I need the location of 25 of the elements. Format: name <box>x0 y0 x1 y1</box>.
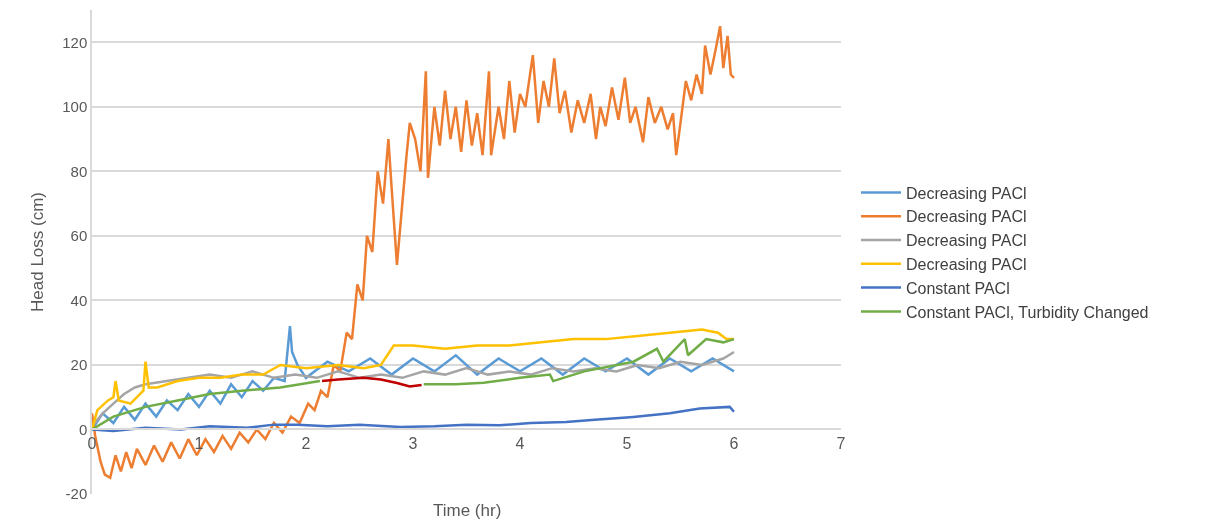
x-tick-label: 7 <box>836 435 846 453</box>
legend-label: Constant PACl, Turbidity Changed <box>905 303 1149 321</box>
line-series <box>320 376 423 388</box>
y-tick-label: 100 <box>62 98 88 116</box>
x-tick-label: 2 <box>301 435 311 453</box>
y-tick-label: 20 <box>70 356 88 374</box>
legend-label: Decreasing PACl <box>905 232 1027 250</box>
x-tick-label: 6 <box>729 435 739 453</box>
legend-label: Decreasing PACl <box>905 208 1027 226</box>
y-tick-label: 0 <box>78 420 88 438</box>
y-axis-title: Head Loss (cm) <box>28 192 48 312</box>
y-tick-label: 40 <box>70 291 88 309</box>
legend-label: Decreasing PACl <box>905 184 1027 202</box>
y-tick-label: -20 <box>65 485 88 503</box>
legend-label: Constant PACl <box>905 279 1010 297</box>
x-tick-label: 5 <box>622 435 632 453</box>
line-series <box>92 405 736 433</box>
x-axis-title: Time (hr) <box>433 501 502 520</box>
y-tick-label: 60 <box>70 227 88 245</box>
y-tick-label: 120 <box>62 33 88 51</box>
x-tick-label: 3 <box>408 435 418 453</box>
x-tick-label: 4 <box>515 435 525 453</box>
y-tick-label: 80 <box>70 162 88 180</box>
legend-label: Decreasing PACl <box>905 256 1027 274</box>
x-tick-label: 1 <box>194 435 204 453</box>
